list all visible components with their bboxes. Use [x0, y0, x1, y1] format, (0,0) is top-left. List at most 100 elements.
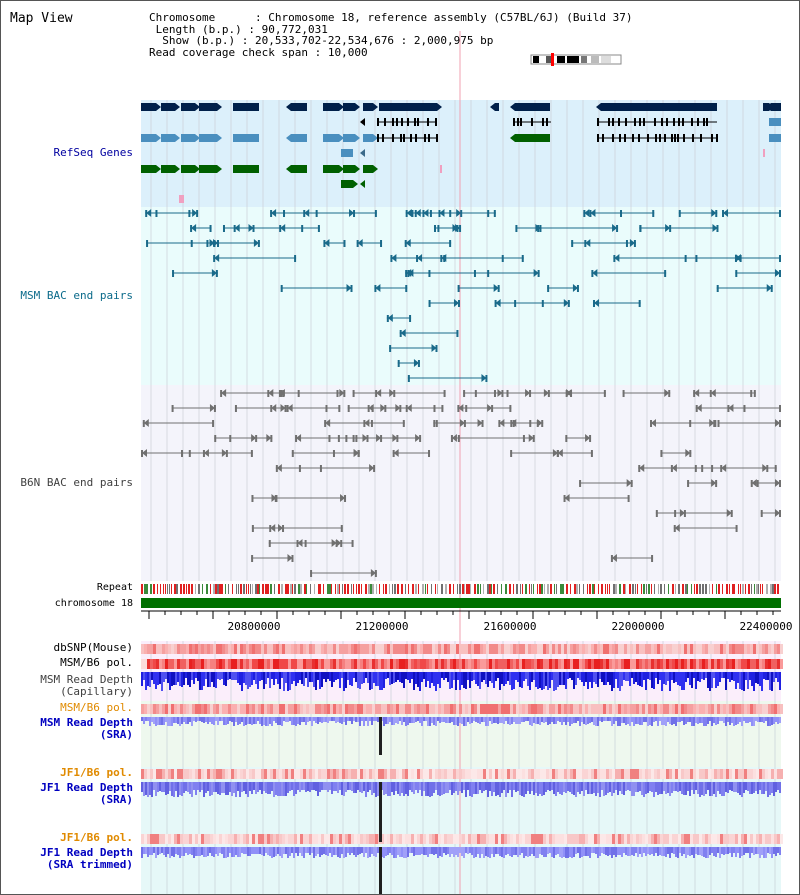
- bac-end-arrow: [592, 269, 598, 277]
- depth-bar: [153, 672, 155, 684]
- repeat-mark: [351, 584, 352, 594]
- depth-bar: [371, 782, 373, 795]
- heat-cell: [699, 834, 702, 844]
- heat-cell: [207, 834, 210, 844]
- depth-bar: [441, 782, 443, 795]
- heat-cell: [393, 659, 396, 669]
- heat-cell: [345, 834, 348, 844]
- heat-cell: [234, 834, 237, 844]
- heat-cell: [219, 644, 222, 654]
- repeat-mark: [641, 584, 642, 594]
- heat-cell: [435, 834, 438, 844]
- depth-bar: [205, 717, 207, 722]
- depth-bar: [717, 847, 719, 853]
- heat-cell: [180, 704, 183, 714]
- depth-bar: [301, 782, 303, 790]
- repeat-mark: [516, 584, 518, 594]
- depth-bar: [441, 672, 443, 678]
- depth-bar: [241, 847, 243, 853]
- depth-bar: [421, 717, 423, 726]
- depth-bar: [167, 717, 169, 726]
- depth-bar: [329, 672, 331, 681]
- repeat-mark: [587, 584, 588, 594]
- track-label-msm-bac[interactable]: MSM BAC end pairs: [20, 289, 133, 302]
- track-label-dbsnp[interactable]: dbSNP(Mouse): [53, 641, 133, 654]
- depth-bar: [373, 717, 375, 721]
- heat-cell: [240, 704, 243, 714]
- depth-bar: [773, 672, 775, 682]
- heat-cell: [282, 769, 285, 779]
- depth-bar: [741, 717, 743, 726]
- gene-block: [233, 103, 259, 111]
- track-label-jf1-depth-trimmed[interactable]: JF1 Read Depth (SRA trimmed): [40, 846, 133, 871]
- gene-block: [141, 165, 156, 173]
- gene-block: [363, 165, 373, 173]
- track-label-jf1-b6-pol-2[interactable]: JF1/B6 pol.: [60, 831, 133, 844]
- heat-cell: [201, 704, 204, 714]
- bac-end: [405, 285, 408, 292]
- depth-bar: [361, 782, 363, 793]
- track-label-msm-depth-capillary[interactable]: MSM Read Depth (Capillary): [40, 673, 133, 698]
- heat-cell: [246, 769, 249, 779]
- depth-bar: [279, 847, 281, 856]
- repeat-mark: [592, 584, 594, 594]
- repeat-mark: [474, 584, 476, 594]
- track-label-repeat[interactable]: Repeat: [96, 582, 133, 593]
- track-label-msm-b6-pol-1[interactable]: MSM/B6 pol.: [60, 656, 133, 669]
- depth-bar: [649, 782, 651, 791]
- track-label-refseq[interactable]: RefSeq Genes: [53, 146, 133, 159]
- depth-bar: [687, 847, 689, 855]
- track-label-b6n-bac[interactable]: B6N BAC end pairs: [20, 476, 133, 489]
- depth-bar: [465, 782, 467, 797]
- depth-bar: [585, 672, 587, 682]
- bac-end: [392, 450, 395, 457]
- repeat-mark: [318, 584, 320, 594]
- depth-bar: [215, 672, 217, 688]
- heat-cell: [540, 644, 543, 654]
- heat-cell: [177, 644, 180, 654]
- depth-bar: [627, 672, 629, 681]
- bac-end: [188, 450, 191, 457]
- heat-cell: [357, 644, 360, 654]
- depth-bar: [233, 717, 235, 726]
- heat-cell: [771, 644, 774, 654]
- depth-bar: [267, 847, 269, 855]
- depth-bar: [375, 717, 377, 721]
- depth-bar: [601, 717, 603, 722]
- depth-bar: [331, 847, 333, 857]
- depth-bar: [345, 847, 347, 857]
- heat-cell: [606, 644, 609, 654]
- bac-end: [399, 330, 402, 337]
- heat-cell: [342, 659, 345, 669]
- bac-end-arrow: [364, 419, 370, 427]
- track-label-jf1-b6-pol-1[interactable]: JF1/B6 pol.: [60, 766, 133, 779]
- depth-bar: [505, 782, 507, 797]
- depth-bar: [289, 782, 291, 791]
- depth-bar: [301, 847, 303, 856]
- depth-bar: [743, 717, 745, 721]
- track-label-jf1-depth-sra[interactable]: JF1 Read Depth (SRA): [40, 781, 133, 806]
- depth-bar: [227, 782, 229, 795]
- heat-cell: [417, 834, 420, 844]
- depth-bar: [143, 672, 145, 680]
- heat-cell: [651, 644, 654, 654]
- bac-end: [589, 435, 592, 442]
- track-label-msm-b6-pol-2[interactable]: MSM/B6 pol.: [60, 701, 133, 714]
- depth-bar: [269, 717, 271, 724]
- depth-bar: [229, 672, 231, 679]
- depth-bar: [145, 782, 147, 795]
- depth-bar: [643, 717, 645, 722]
- depth-bar: [709, 717, 711, 721]
- depth-bar: [457, 717, 459, 726]
- heat-cell: [564, 834, 567, 844]
- repeat-mark: [525, 584, 527, 594]
- depth-bar: [763, 847, 765, 858]
- track-label-chromosome[interactable]: chromosome 18: [54, 598, 133, 609]
- track-label-msm-depth-sra[interactable]: MSM Read Depth (SRA): [40, 716, 133, 741]
- depth-bar: [483, 672, 485, 680]
- depth-bar: [369, 847, 371, 857]
- depth-bar: [143, 847, 145, 854]
- depth-bar: [183, 847, 185, 856]
- depth-bar: [247, 717, 249, 724]
